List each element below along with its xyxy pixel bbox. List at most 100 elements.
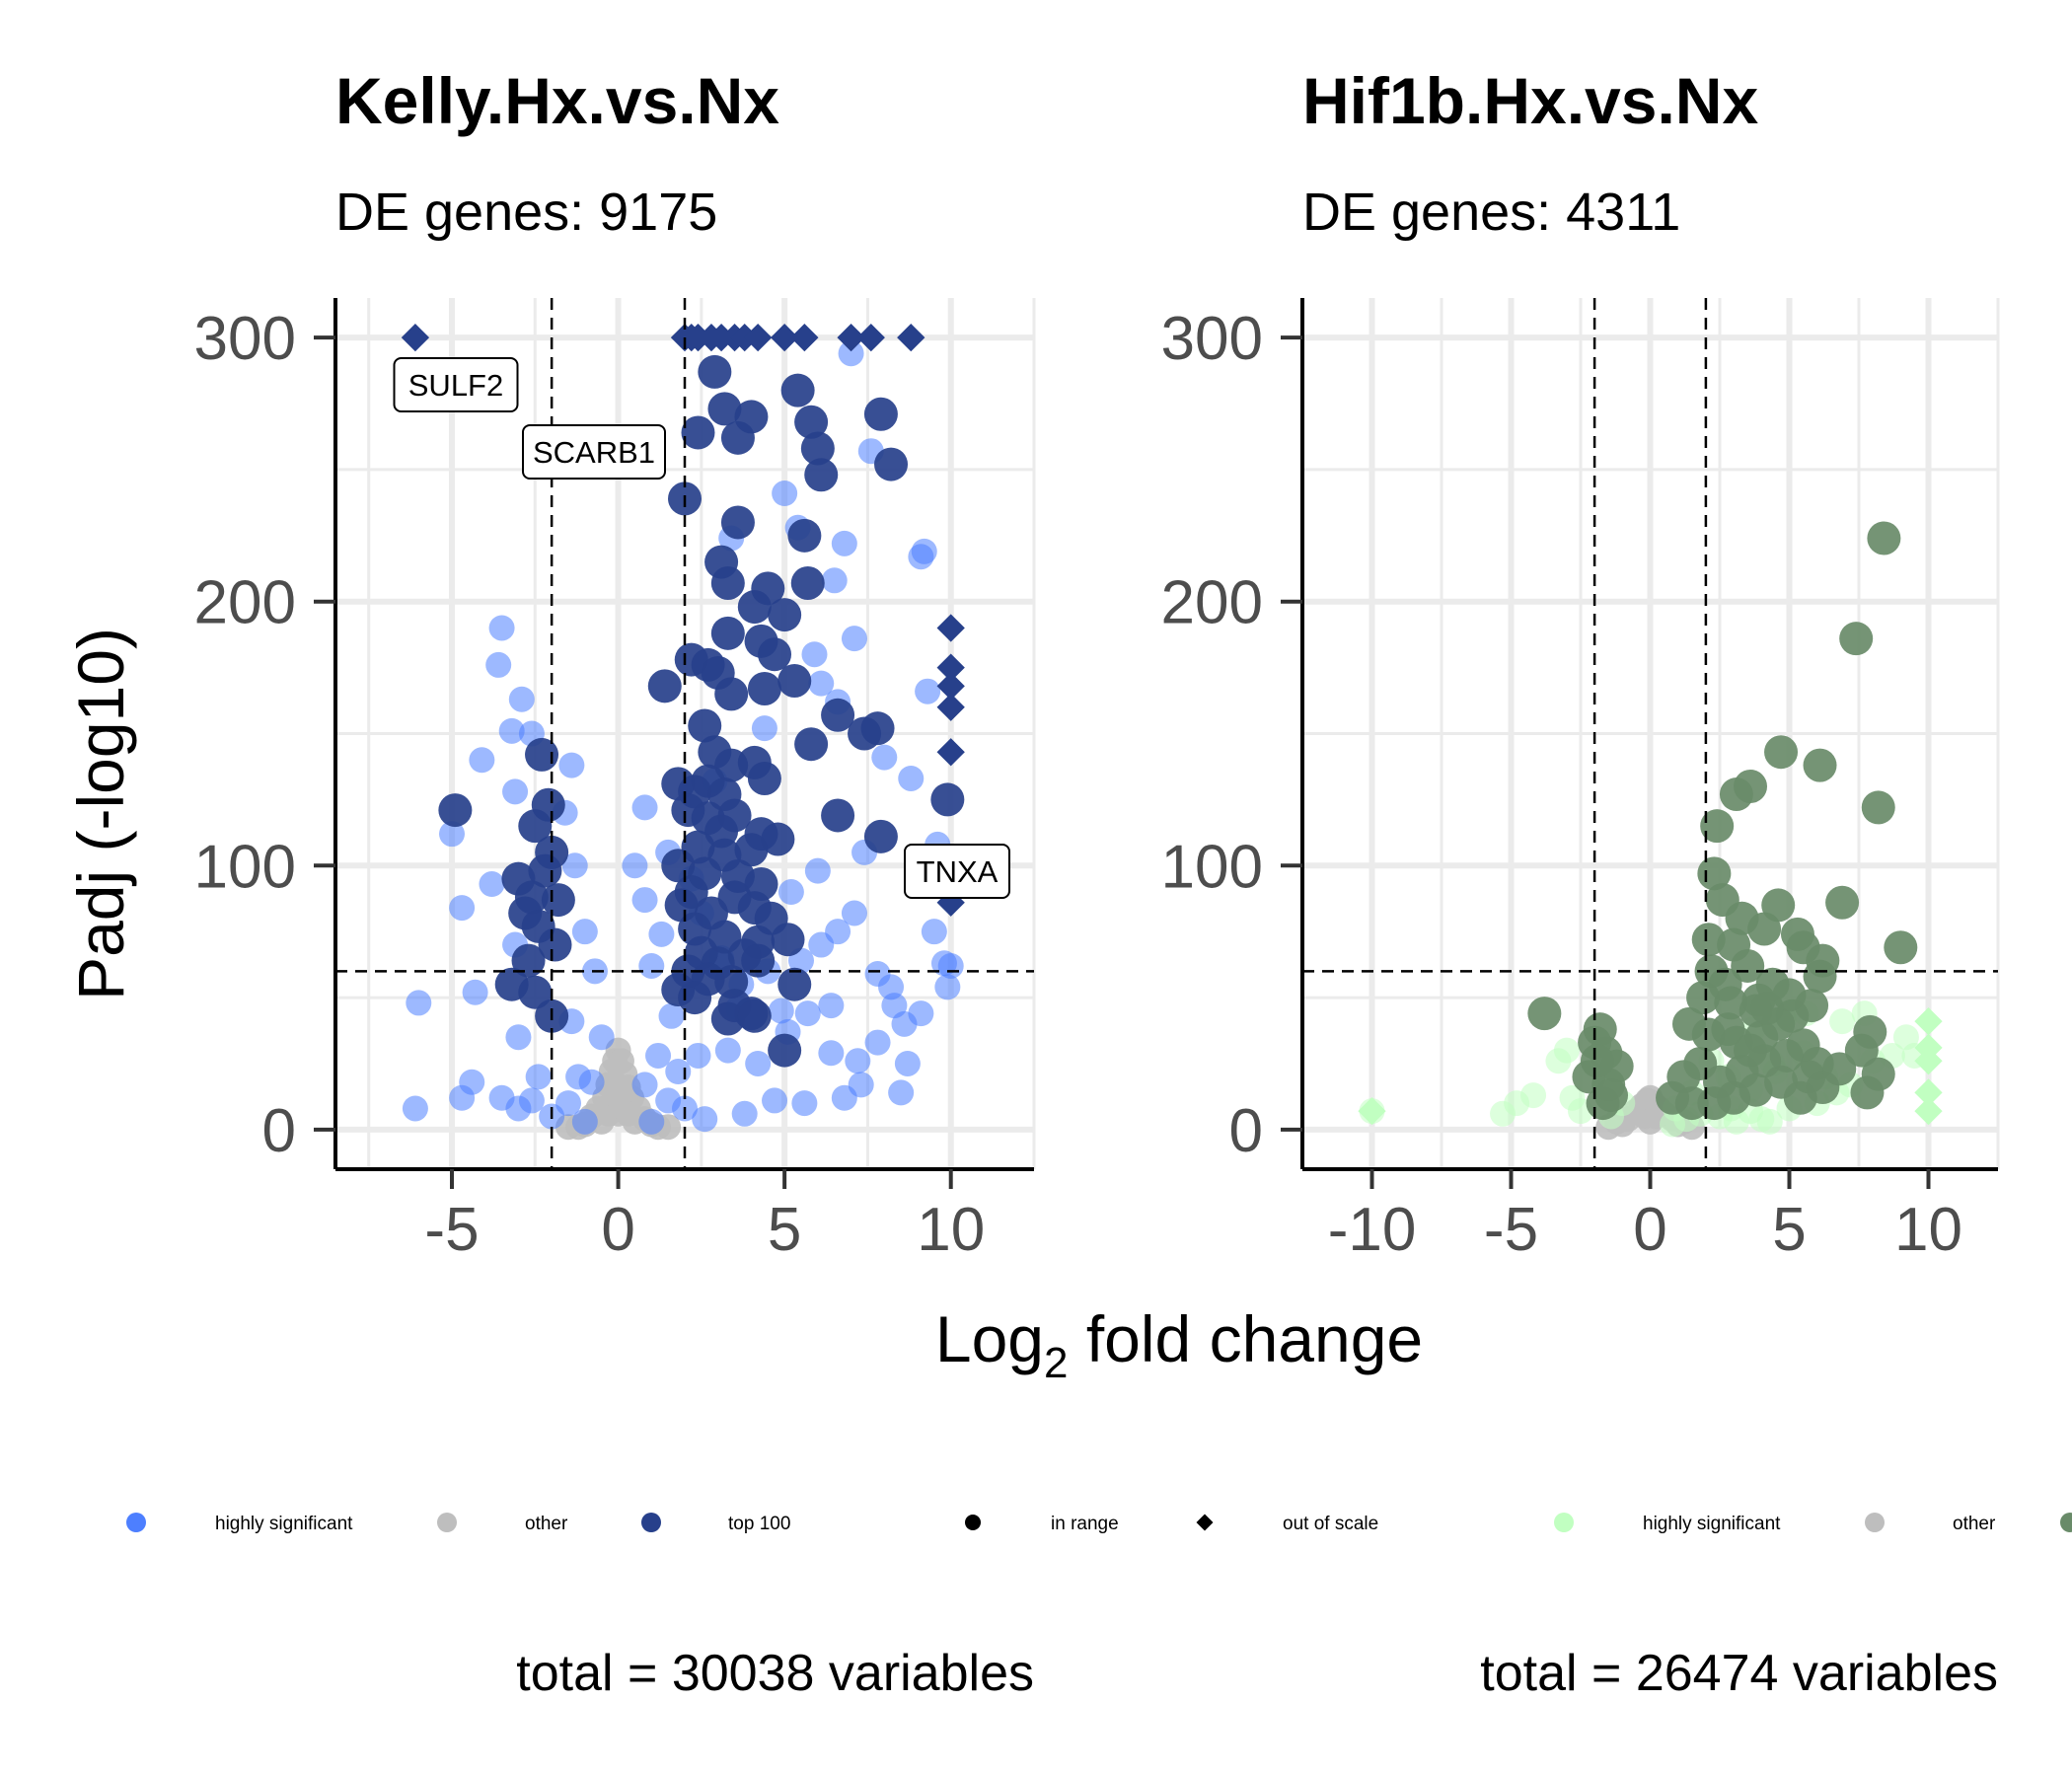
- panel-kelly: Kelly.Hx.vs.Nx DE genes: 9175 SULF2 SCARB1 T…: [194, 64, 1036, 1702]
- y-tick-label: 200: [194, 569, 296, 637]
- point-highly-significant: [469, 747, 495, 774]
- point-highly-significant: [622, 852, 648, 879]
- point-highly-significant: [768, 998, 794, 1024]
- point-highly-significant: [1660, 1111, 1686, 1138]
- point-top100: [1769, 1038, 1804, 1073]
- point-top100: [511, 943, 546, 978]
- point-top100: [737, 999, 772, 1033]
- point-out-of-scale: [1914, 1096, 1943, 1126]
- point-highly-significant: [525, 1064, 552, 1090]
- point-highly-significant: [588, 1024, 615, 1051]
- point-highly-significant: [449, 895, 476, 922]
- point-out-of-scale: [771, 323, 799, 352]
- y-tick-label: 100: [194, 833, 296, 901]
- point-highly-significant: [714, 1037, 741, 1064]
- point-top100: [717, 798, 752, 833]
- point-top100: [1764, 735, 1799, 770]
- x-tick-label: 0: [1633, 1196, 1666, 1264]
- gene-label-box: [522, 424, 666, 480]
- x-tick-label: 5: [768, 1196, 801, 1264]
- point-out-of-scale: [1914, 1078, 1943, 1107]
- point-other: [610, 1076, 636, 1103]
- legend: highly significant other top 100 in rang…: [126, 1513, 2072, 1534]
- gene-label-box: [393, 357, 519, 412]
- legend-key-kelly-highly-significant: [126, 1513, 146, 1532]
- point-top100: [737, 590, 772, 625]
- y-tick-label: 300: [194, 305, 296, 373]
- point-top100: [930, 782, 965, 817]
- point-highly-significant: [821, 567, 848, 594]
- point-highly-significant: [845, 1048, 871, 1074]
- gene-label-text: TNXA: [917, 854, 999, 889]
- legend-label-in-range: in range: [1051, 1514, 1119, 1534]
- point-top100: [710, 616, 745, 650]
- point-top100: [860, 711, 895, 746]
- point-top100: [771, 923, 805, 957]
- y-tick-label: 0: [262, 1097, 296, 1165]
- point-top100: [1861, 790, 1895, 825]
- point-top100: [1708, 967, 1742, 1001]
- point-top100: [777, 663, 812, 698]
- point-highly-significant: [794, 1000, 821, 1027]
- point-top100: [661, 849, 696, 883]
- x-tick-label: -10: [1328, 1196, 1417, 1264]
- point-top100: [1527, 997, 1562, 1031]
- x-tick-label: 10: [917, 1196, 985, 1264]
- point-top100: [874, 447, 909, 481]
- legend-label-out-of-scale: out of scale: [1283, 1514, 1378, 1534]
- point-highly-significant: [888, 1079, 915, 1106]
- point-top100: [1749, 991, 1784, 1025]
- point-highly-significant: [808, 670, 835, 697]
- point-top100: [1734, 770, 1768, 804]
- point-highly-significant: [571, 919, 598, 945]
- point-highly-significant: [505, 1024, 532, 1051]
- point-highly-significant: [915, 678, 941, 704]
- point-top100: [804, 458, 839, 492]
- x-tick-label: -5: [424, 1196, 479, 1264]
- point-highly-significant: [631, 794, 658, 821]
- legend-key-in-range: [965, 1515, 981, 1530]
- point-highly-significant: [631, 1072, 658, 1098]
- point-highly-significant: [871, 744, 898, 771]
- panel-caption: total = 30038 variables: [516, 1645, 1034, 1702]
- point-out-of-scale: [401, 323, 430, 352]
- legend-key-kelly-top100: [641, 1513, 661, 1532]
- point-highly-significant: [1829, 1008, 1856, 1035]
- point-out-of-scale: [1358, 1096, 1386, 1126]
- point-top100: [821, 798, 855, 833]
- x-tick-label: -5: [1484, 1196, 1538, 1264]
- point-top100: [1884, 930, 1918, 965]
- legend-key-hif-top100: [2060, 1513, 2072, 1532]
- point-top100: [698, 354, 732, 389]
- point-top100: [710, 1001, 745, 1036]
- point-highly-significant: [831, 1084, 857, 1111]
- point-highly-significant: [631, 887, 658, 914]
- point-highly-significant: [555, 1090, 581, 1117]
- point-highly-significant: [777, 879, 804, 906]
- point-top100: [741, 943, 776, 978]
- point-highly-significant: [518, 1087, 545, 1114]
- point-top100: [1691, 923, 1726, 957]
- point-highly-significant: [449, 1084, 476, 1111]
- point-top100: [438, 793, 473, 828]
- point-top100: [863, 819, 898, 853]
- point-top100: [734, 400, 769, 434]
- point-highly-significant: [921, 919, 947, 945]
- point-highly-significant: [791, 1090, 818, 1117]
- point-highly-significant: [685, 1042, 711, 1069]
- legend-label-kelly-top100: top 100: [728, 1514, 790, 1534]
- point-highly-significant: [1520, 1082, 1547, 1109]
- x-axis-title-main: Log: [935, 1302, 1044, 1375]
- point-top100: [790, 565, 825, 600]
- points-hif1b: [1358, 521, 1943, 1141]
- point-out-of-scale: [744, 323, 773, 352]
- legend-key-hif-highly-significant: [1554, 1513, 1574, 1532]
- point-highly-significant: [818, 993, 845, 1019]
- point-top100: [1822, 1052, 1857, 1086]
- point-highly-significant: [838, 340, 864, 367]
- point-top100: [681, 415, 715, 450]
- point-top100: [1731, 948, 1765, 983]
- x-axis-title: Log2 fold change: [935, 1302, 1423, 1387]
- x-tick-label: 0: [601, 1196, 634, 1264]
